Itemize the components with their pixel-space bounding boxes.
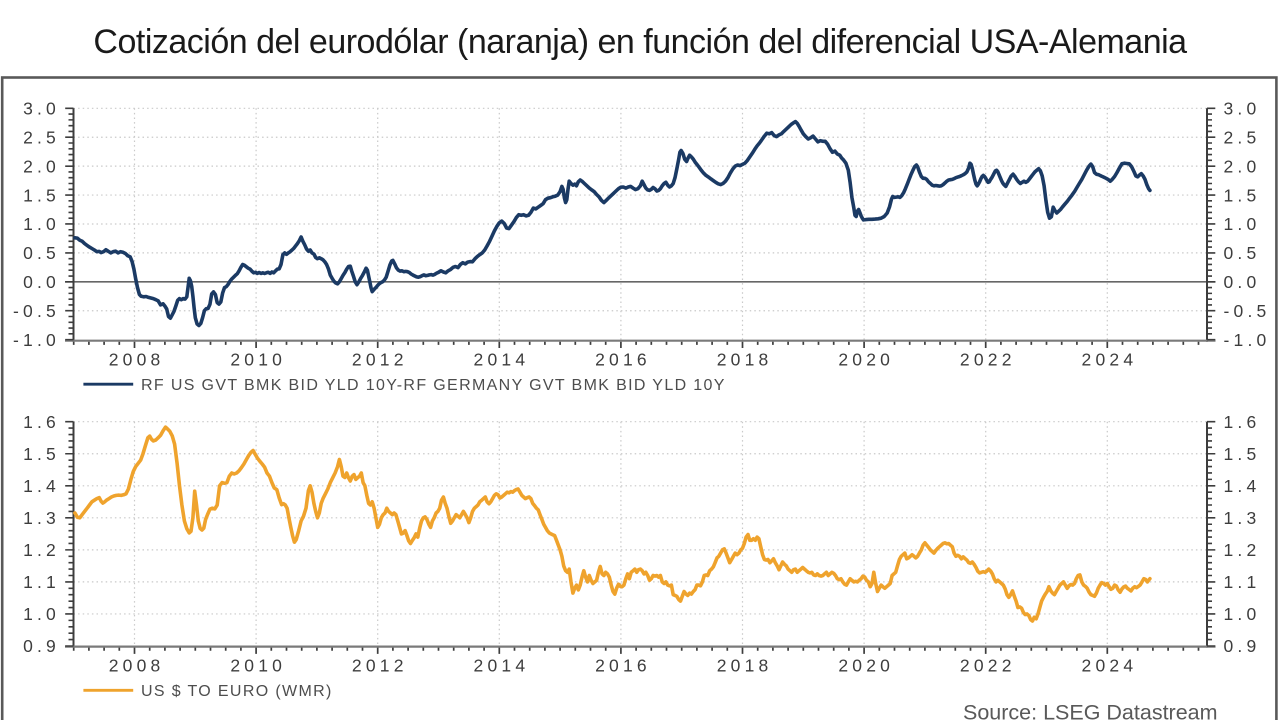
svg-text:2012: 2012 [352, 656, 408, 676]
svg-text:1.0: 1.0 [23, 604, 60, 624]
svg-text:2018: 2018 [717, 656, 773, 676]
svg-text:2010: 2010 [230, 656, 286, 676]
svg-text:0.0: 0.0 [1224, 272, 1261, 292]
svg-text:1.0: 1.0 [1224, 604, 1261, 624]
svg-text:1.2: 1.2 [1224, 540, 1261, 560]
svg-text:0.9: 0.9 [23, 636, 60, 656]
svg-text:US $ TO EURO (WMR): US $ TO EURO (WMR) [141, 683, 333, 700]
svg-text:2018: 2018 [717, 350, 773, 370]
svg-text:-0.5: -0.5 [1224, 301, 1271, 321]
svg-text:2014: 2014 [474, 350, 530, 370]
svg-text:1.1: 1.1 [1224, 572, 1261, 592]
svg-text:1.2: 1.2 [23, 540, 60, 560]
svg-text:2.0: 2.0 [23, 156, 60, 176]
svg-text:2.5: 2.5 [1224, 127, 1261, 147]
svg-text:1.5: 1.5 [1224, 444, 1261, 464]
svg-text:1.5: 1.5 [23, 444, 60, 464]
svg-text:1.5: 1.5 [23, 185, 60, 205]
svg-text:1.4: 1.4 [23, 476, 60, 496]
svg-text:1.6: 1.6 [1224, 412, 1261, 432]
svg-text:1.3: 1.3 [23, 508, 60, 528]
svg-text:2016: 2016 [595, 350, 651, 370]
svg-text:-1.0: -1.0 [13, 330, 60, 350]
svg-text:0.5: 0.5 [1224, 243, 1261, 263]
svg-text:RF US GVT BMK BID YLD 10Y-RF G: RF US GVT BMK BID YLD 10Y-RF GERMANY GVT… [141, 377, 726, 394]
svg-text:2024: 2024 [1082, 656, 1138, 676]
svg-text:2020: 2020 [838, 350, 894, 370]
svg-text:1.0: 1.0 [23, 214, 60, 234]
svg-text:1.6: 1.6 [23, 412, 60, 432]
svg-text:Source: LSEG Datastream: Source: LSEG Datastream [963, 701, 1218, 720]
svg-text:2012: 2012 [352, 350, 408, 370]
svg-text:2024: 2024 [1082, 350, 1138, 370]
svg-text:-1.0: -1.0 [1224, 330, 1271, 350]
svg-text:-0.5: -0.5 [13, 301, 60, 321]
svg-text:2010: 2010 [230, 350, 286, 370]
svg-text:2008: 2008 [109, 350, 165, 370]
svg-text:2.5: 2.5 [23, 127, 60, 147]
svg-text:2022: 2022 [960, 656, 1016, 676]
svg-text:1.5: 1.5 [1224, 185, 1261, 205]
svg-text:2.0: 2.0 [1224, 156, 1261, 176]
svg-text:0.9: 0.9 [1224, 636, 1261, 656]
svg-text:2022: 2022 [960, 350, 1016, 370]
svg-text:2016: 2016 [595, 656, 651, 676]
svg-text:1.3: 1.3 [1224, 508, 1261, 528]
svg-text:2020: 2020 [838, 656, 894, 676]
svg-text:1.4: 1.4 [1224, 476, 1261, 496]
svg-text:1.0: 1.0 [1224, 214, 1261, 234]
svg-text:0.5: 0.5 [23, 243, 60, 263]
svg-text:3.0: 3.0 [23, 99, 60, 119]
svg-text:Cotización del eurodólar (nara: Cotización del eurodólar (naranja) en fu… [93, 23, 1187, 61]
svg-text:0.0: 0.0 [23, 272, 60, 292]
svg-text:3.0: 3.0 [1224, 99, 1261, 119]
svg-text:2008: 2008 [109, 656, 165, 676]
svg-text:2014: 2014 [474, 656, 530, 676]
svg-text:1.1: 1.1 [23, 572, 60, 592]
